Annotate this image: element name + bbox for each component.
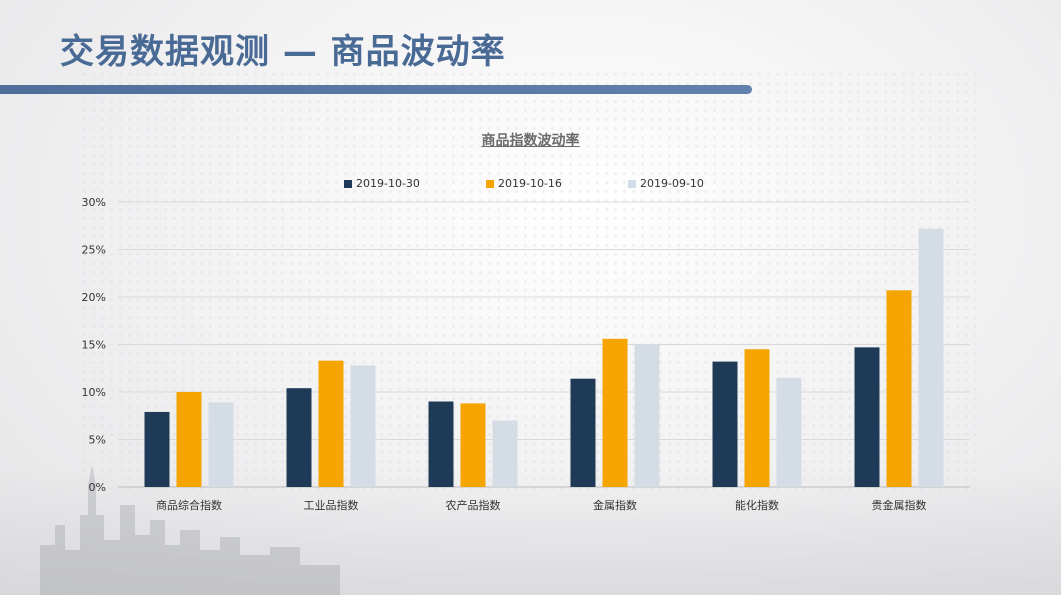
bar-1-0 [286,388,312,487]
y-tick-label: 15% [82,339,106,352]
title-underline-bar [0,85,752,94]
bar-3-0 [570,378,596,487]
bar-0-0 [144,411,170,487]
y-tick-label: 30% [82,196,106,209]
y-tick-label: 0% [89,481,106,494]
x-category-label: 贵金属指数 [872,498,927,512]
bar-5-2 [918,228,944,487]
legend-item-series-2: 2019-09-10 [628,177,704,190]
legend-swatch-series-1 [486,179,494,188]
y-tick-label: 20% [82,291,106,304]
legend-swatch-series-2 [628,179,636,188]
city-skyline-silhouette [40,465,340,595]
legend-label-series-1: 2019-10-16 [498,177,562,190]
bar-0-2 [208,402,234,487]
bar-2-1 [460,403,486,487]
x-category-label: 金属指数 [593,498,637,512]
legend-item-series-0: 2019-10-30 [344,177,420,190]
legend-item-series-1: 2019-10-16 [486,177,562,190]
bar-1-2 [350,365,376,487]
x-category-label: 商品综合指数 [156,498,222,512]
background-floor [0,470,1061,595]
bar-3-1 [602,338,628,487]
bar-4-1 [744,349,770,487]
y-tick-label: 10% [82,386,106,399]
x-category-label: 工业品指数 [304,498,359,512]
bar-2-2 [492,420,518,487]
bar-4-0 [712,361,738,487]
legend-swatch-series-0 [344,179,352,188]
x-category-label: 农产品指数 [446,498,501,512]
page-title: 交易数据观测 — 商品波动率 [60,32,506,72]
bar-4-2 [776,377,802,487]
bar-5-0 [854,347,880,487]
bar-2-0 [428,401,454,487]
bar-1-1 [318,360,344,487]
bar-3-2 [634,344,660,487]
y-tick-label: 5% [89,434,106,447]
legend-label-series-2: 2019-09-10 [640,177,704,190]
bar-0-1 [176,392,202,487]
chart-legend: 2019-10-30 2019-10-16 2019-09-10 [340,177,740,193]
x-category-label: 能化指数 [735,498,779,512]
chart-title: 商品指数波动率 [481,133,580,149]
bar-5-1 [886,290,912,487]
y-tick-label: 25% [82,244,106,257]
legend-label-series-0: 2019-10-30 [356,177,420,190]
